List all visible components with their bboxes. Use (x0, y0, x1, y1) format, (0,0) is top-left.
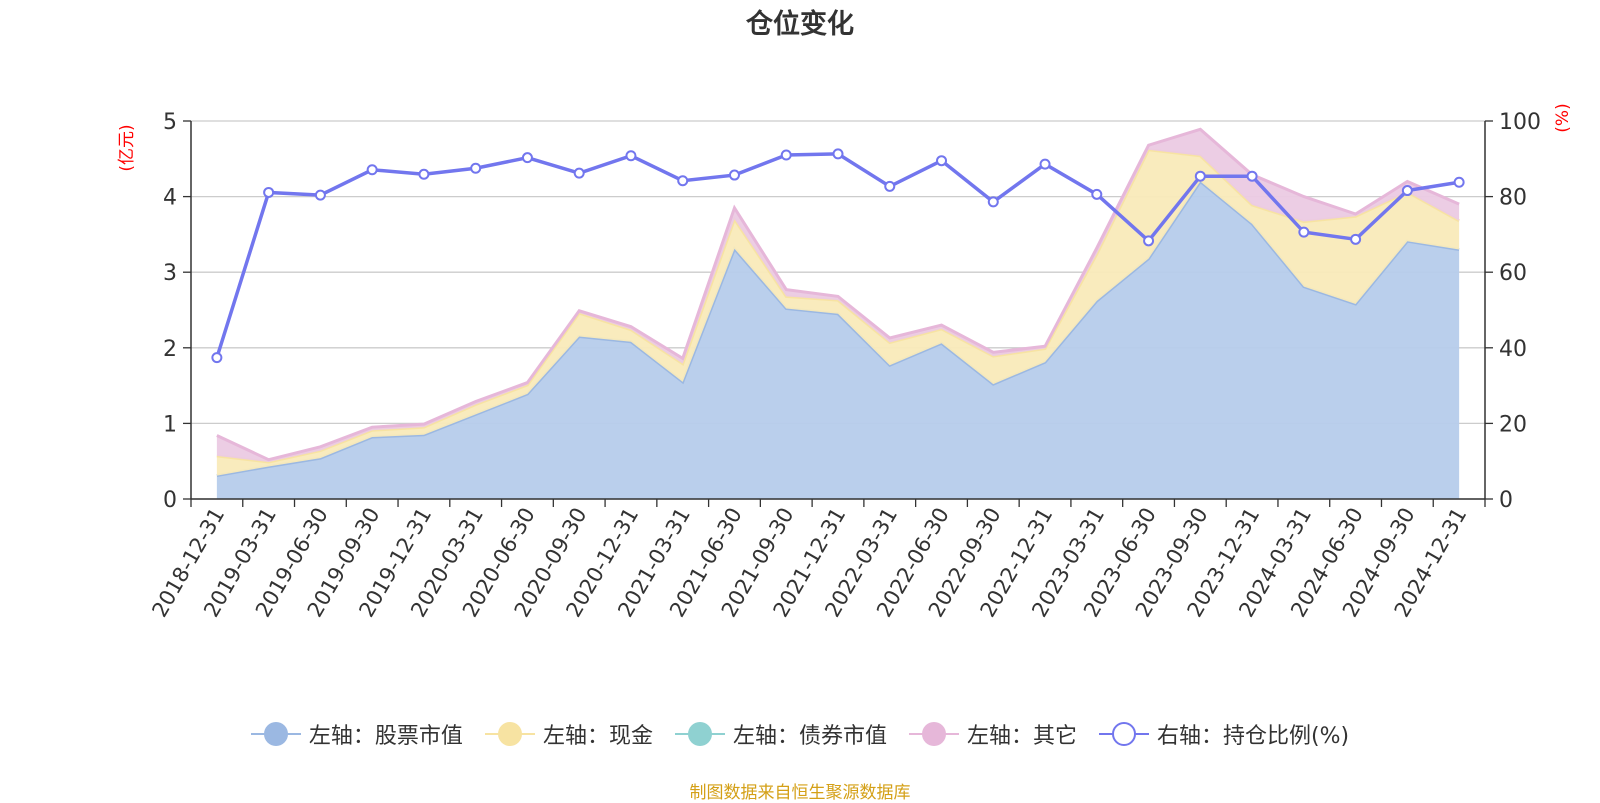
y-right-tick-label: 0 (1499, 488, 1513, 513)
legend-label: 左轴：现金 (542, 724, 653, 749)
ratio-point (314, 189, 326, 201)
ratio-point (677, 175, 689, 187)
legend-item[interactable]: 左轴：股票市值 (250, 718, 463, 750)
legend-item[interactable]: 左轴：债券市值 (674, 718, 887, 750)
ratio-point (625, 150, 637, 162)
ratio-point (832, 148, 844, 160)
y-left-tick-label: 4 (163, 186, 177, 211)
chart-title: 仓位变化 (746, 9, 854, 40)
ratio-point (884, 180, 896, 192)
ratio-point (728, 169, 740, 181)
ratio-point (521, 152, 533, 164)
area-series (216, 127, 1460, 500)
legend-swatch-icon (250, 720, 301, 748)
ratio-point (1091, 188, 1103, 200)
legend-swatch-icon (1098, 720, 1149, 748)
ratio-point (780, 149, 792, 161)
legend-item[interactable]: 左轴：现金 (484, 718, 653, 750)
ratio-point (418, 168, 430, 180)
y-left-tick-label: 2 (163, 337, 177, 362)
ratio-point (573, 167, 585, 179)
chart-canvas: 0123450204060801002018-12-312019-03-3120… (117, 103, 1573, 621)
ratio-point (366, 164, 378, 176)
y-right-unit: (%) (1553, 103, 1573, 132)
ratio-point (1401, 185, 1413, 197)
y-left-tick-label: 3 (163, 261, 177, 286)
y-right-tick-label: 100 (1499, 110, 1541, 135)
y-left-tick-label: 1 (163, 412, 177, 437)
legend-swatch-icon (674, 720, 725, 748)
ratio-point (263, 186, 275, 198)
legend-swatch-icon (908, 720, 959, 748)
area-fill (216, 149, 1460, 476)
ratio-point (1350, 233, 1362, 245)
legend-label: 左轴：其它 (966, 724, 1077, 749)
ratio-point (1246, 170, 1258, 182)
y-right-tick-label: 20 (1499, 412, 1527, 437)
ratio-point (1039, 158, 1051, 170)
ratio-point (1194, 170, 1206, 182)
area-fill (216, 181, 1460, 500)
ratio-point (987, 196, 999, 208)
y-left-tick-label: 0 (163, 488, 177, 513)
ratio-point (1143, 235, 1155, 247)
source-note: 制图数据来自恒生聚源数据库 (689, 783, 911, 803)
legend-swatch-icon (484, 720, 535, 748)
y-right-tick-label: 60 (1499, 261, 1527, 286)
y-right-tick-label: 40 (1499, 337, 1527, 362)
legend: 左轴：股票市值 左轴：现金 左轴：债券市值 左轴：其它 右轴：持仓比例(%) (0, 718, 1600, 750)
ratio-point (1453, 176, 1465, 188)
legend-label: 左轴：股票市值 (308, 724, 463, 749)
y-left-tick-label: 5 (163, 110, 177, 135)
legend-item[interactable]: 右轴：持仓比例(%) (1098, 718, 1350, 750)
y-right-tick-label: 80 (1499, 186, 1527, 211)
legend-item[interactable]: 左轴：其它 (908, 718, 1077, 750)
legend-label: 右轴：持仓比例(%) (1156, 724, 1350, 749)
ratio-point (1298, 226, 1310, 238)
ratio-point (470, 162, 482, 174)
legend-label: 左轴：债券市值 (732, 724, 887, 749)
ratio-point (211, 352, 223, 364)
y-left-unit: (亿元) (117, 124, 137, 171)
ratio-point (936, 155, 948, 167)
ratio-line-series (211, 148, 1465, 364)
